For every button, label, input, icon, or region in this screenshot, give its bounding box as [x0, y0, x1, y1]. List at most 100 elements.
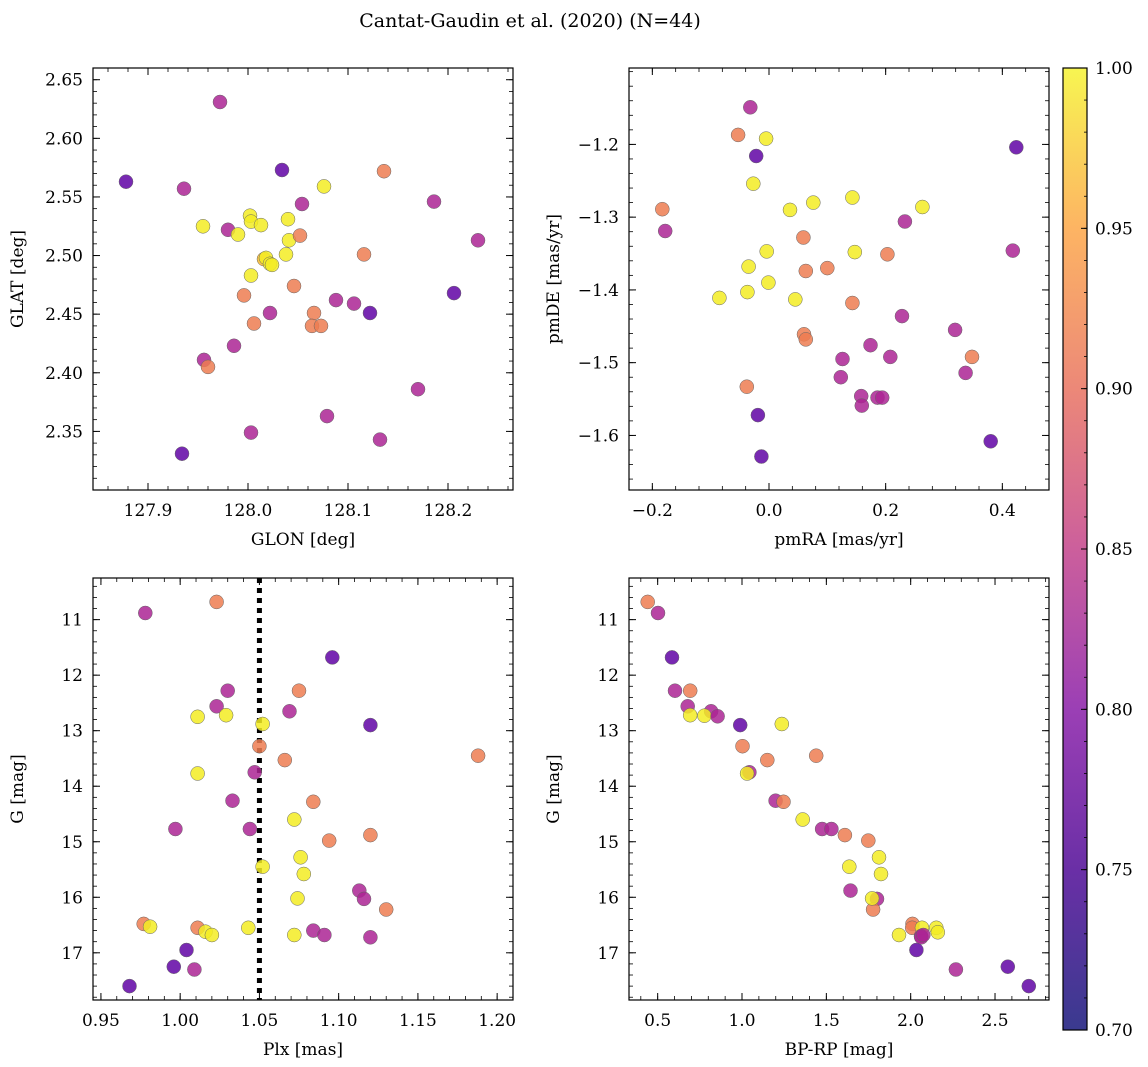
data-point: [847, 244, 863, 260]
x-tick-label: 1.0: [728, 1011, 755, 1031]
data-point: [712, 290, 727, 306]
data-point: [255, 859, 270, 874]
data-point: [470, 233, 486, 248]
data-point: [176, 181, 192, 196]
colorbar-tick-label: 0.85: [1095, 540, 1133, 560]
y-tick-label: 14: [597, 777, 619, 797]
y-axis-label: pmDE [mas/yr]: [544, 214, 564, 344]
data-point: [321, 833, 337, 848]
plot-frame: [628, 577, 1050, 1001]
data-point: [225, 793, 240, 808]
data-point: [200, 359, 216, 375]
x-tick-label: 0.0: [755, 501, 782, 521]
y-axis-label: GLAT [deg]: [8, 230, 28, 328]
data-point: [262, 305, 278, 321]
data-point: [236, 288, 252, 303]
data-point: [356, 247, 372, 262]
y-axis-label: G [mag]: [8, 754, 28, 823]
data-point: [306, 794, 321, 810]
data-point: [843, 883, 858, 898]
data-point: [319, 408, 335, 424]
data-point: [287, 812, 302, 827]
data-point: [746, 176, 761, 191]
plot-frame: [92, 577, 514, 1001]
data-point: [948, 962, 964, 977]
data-point: [190, 766, 205, 781]
y-tick-label: 17: [597, 944, 619, 964]
y-tick-label: 15: [597, 833, 619, 853]
data-point: [356, 891, 372, 907]
panel-color-magnitude: 0.5 1.0 1.5 2.0 2.5 11 12 13 14 15 16 17 BP-RP [mag]…: [544, 577, 1050, 1060]
data-point: [874, 390, 890, 405]
data-point: [743, 100, 758, 115]
data-point: [730, 127, 746, 143]
data-point: [296, 866, 312, 882]
data-point: [1000, 959, 1016, 974]
data-point: [287, 927, 302, 943]
x-tick-label: 1.15: [399, 1011, 437, 1031]
x-tick-label: 128.2: [424, 501, 473, 521]
data-point: [190, 709, 205, 725]
panel-proper-motion: −0.2 0.0 0.2 0.4 −1.6 −1.5 −1.4 −1.3 −1.2 pmRA [m…: [544, 67, 1050, 550]
data-point: [142, 919, 158, 934]
data-point: [325, 650, 340, 665]
x-axis-label: pmRA [mas/yr]: [774, 530, 903, 550]
data-point: [741, 259, 756, 274]
data-point: [682, 683, 698, 698]
data-point: [748, 148, 764, 164]
data-point: [291, 683, 307, 698]
colorbar-tick-label: 0.90: [1095, 380, 1133, 400]
data-point: [277, 752, 293, 768]
y-tick-label: 2.45: [45, 305, 83, 325]
y-tick-label: 2.65: [45, 71, 83, 91]
data-point: [864, 891, 880, 906]
data-point: [292, 228, 308, 243]
y-tick-label: 2.50: [45, 247, 83, 267]
data-point: [317, 927, 332, 943]
data-point: [891, 927, 907, 943]
y-tick-label: 17: [61, 944, 83, 964]
panel-sky-position: 127.9 128.0 128.1 128.2 2.35 2.40 2.45 2.50 2.55…: [8, 67, 514, 550]
data-point: [667, 683, 683, 698]
y-tick-label: −1.5: [578, 354, 619, 374]
data-point: [282, 704, 297, 719]
data-point: [226, 338, 242, 354]
data-point: [880, 247, 895, 262]
data-point: [883, 349, 898, 365]
data-point: [376, 163, 392, 179]
y-tick-label: −1.2: [578, 135, 619, 155]
data-point: [252, 738, 267, 754]
data-point: [253, 217, 269, 233]
data-point: [209, 594, 224, 610]
y-tick-label: 15: [61, 833, 83, 853]
data-point: [854, 398, 870, 413]
y-tick-label: −1.6: [578, 426, 619, 446]
data-point: [808, 748, 824, 763]
data-point: [313, 318, 329, 334]
data-point: [798, 263, 814, 279]
colorbar-tick-label: 1.00: [1095, 59, 1133, 79]
x-tick-label: 1.10: [320, 1011, 358, 1031]
data-point: [179, 942, 194, 958]
data-point: [842, 859, 857, 874]
data-point: [760, 752, 775, 768]
data-point: [759, 244, 774, 259]
data-point: [909, 942, 924, 958]
x-tick-label: 0.5: [644, 1011, 671, 1031]
x-tick-label: 0.95: [82, 1011, 120, 1031]
plot-frame: [628, 67, 1050, 491]
data-point: [372, 432, 388, 447]
data-point: [1005, 243, 1021, 258]
data-point: [740, 284, 755, 300]
data-point: [247, 765, 262, 780]
data-point: [378, 902, 394, 917]
x-tick-label: 1.00: [161, 1011, 199, 1031]
x-tick-label: 1.20: [478, 1011, 516, 1031]
data-point: [328, 292, 344, 308]
x-axis-label: BP-RP [mag]: [785, 1040, 894, 1060]
data-point: [894, 308, 910, 324]
data-point: [964, 349, 980, 365]
data-point: [1009, 140, 1024, 155]
data-point: [242, 821, 258, 837]
data-point: [897, 214, 913, 229]
